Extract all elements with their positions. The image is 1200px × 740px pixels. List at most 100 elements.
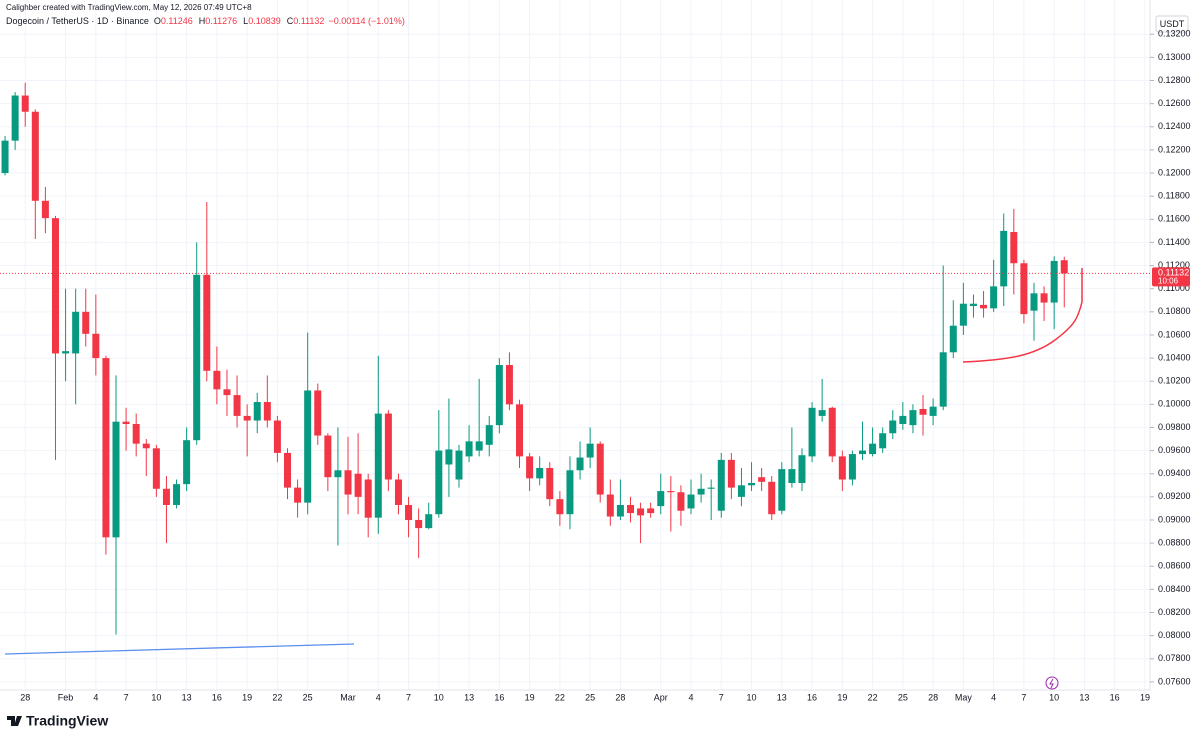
candle-body <box>183 440 191 485</box>
legend-change: −0.00114 (−1.01%) <box>328 16 404 26</box>
candle-body <box>748 482 756 486</box>
y-tick-label: 0.12800 <box>1158 75 1191 85</box>
x-tick-label: 28 <box>928 692 938 702</box>
candle-body <box>909 410 917 426</box>
x-tick-label: 4 <box>991 692 996 702</box>
candle-body <box>455 450 463 480</box>
candle-body <box>717 459 725 511</box>
candle-body <box>1020 263 1028 315</box>
candle-body <box>465 441 473 457</box>
y-tick-label: 0.09800 <box>1158 422 1191 432</box>
trend-line <box>4 643 355 655</box>
candle-body <box>697 488 705 495</box>
y-tick-label: 0.08600 <box>1158 561 1191 571</box>
x-tick-label: Mar <box>340 692 356 702</box>
y-tick-label: 0.11600 <box>1158 214 1190 224</box>
candle-body <box>82 311 90 334</box>
candle-body <box>405 504 413 520</box>
candle-body <box>818 410 826 416</box>
y-tick-label: 0.10600 <box>1158 329 1191 339</box>
candle-body <box>606 494 614 517</box>
x-tick-label: 10 <box>747 692 757 702</box>
x-tick-label: 19 <box>242 692 252 702</box>
candle-body <box>263 402 271 421</box>
candle-body <box>707 487 715 489</box>
x-tick-label: 7 <box>719 692 724 702</box>
legend-key: L <box>243 16 248 26</box>
candle-body <box>41 200 49 219</box>
candle-body <box>284 452 291 488</box>
candle-body <box>526 456 534 479</box>
x-tick-label: 4 <box>689 692 694 702</box>
y-tick-label: 0.13200 <box>1158 29 1191 39</box>
candle-body <box>495 365 503 426</box>
legend: Dogecoin / TetherUS · 1D · Binance O0.112… <box>6 16 405 26</box>
candle-body <box>243 415 251 421</box>
x-tick-label: 10 <box>434 692 444 702</box>
x-tick-label: 16 <box>1110 692 1120 702</box>
currency: USDT <box>1160 19 1185 29</box>
legend-value: 0.10839 <box>248 16 281 26</box>
y-tick-label: 0.11400 <box>1158 237 1190 247</box>
candle-body <box>203 274 211 371</box>
candle-body <box>294 487 302 503</box>
attribution: Calighber created with TradingView.com, … <box>6 3 252 12</box>
legend-key: O <box>154 16 161 26</box>
candle-body <box>616 504 624 517</box>
x-tick-label: 16 <box>494 692 504 702</box>
y-tick-label: 0.12200 <box>1158 144 1191 154</box>
x-tick-label: Feb <box>58 692 74 702</box>
candle-body <box>253 402 261 421</box>
candle-body <box>969 303 977 307</box>
legend-key: C <box>287 16 294 26</box>
candle-body <box>1 140 9 174</box>
candle-body <box>959 303 967 326</box>
candle-body <box>102 358 110 538</box>
brand: TradingView <box>26 713 108 729</box>
y-tick-label: 0.12000 <box>1158 167 1191 177</box>
candle-body <box>980 304 988 309</box>
candle-body <box>859 450 866 455</box>
y-tick-label: 0.11200 <box>1158 260 1190 270</box>
y-tick-label: 0.08200 <box>1158 607 1191 617</box>
candle-body <box>1040 293 1048 303</box>
x-tick-label: 10 <box>151 692 161 702</box>
candle-body <box>758 477 766 482</box>
candle-body <box>142 443 150 449</box>
candle-body <box>445 449 453 465</box>
candle-body <box>425 514 433 529</box>
candle-body <box>415 519 423 529</box>
legend-title: Dogecoin / TetherUS · 1D · Binance <box>6 16 149 26</box>
candle-body <box>536 467 544 479</box>
candle-body <box>637 508 645 516</box>
candle-body <box>1010 232 1018 264</box>
candle-body <box>354 473 362 497</box>
x-tick-label: 13 <box>464 692 474 702</box>
candle-body <box>132 424 140 444</box>
candle-body <box>1060 260 1068 274</box>
y-tick-label: 0.07800 <box>1158 653 1191 663</box>
candle-body <box>949 325 957 353</box>
candle-body <box>566 470 574 515</box>
candle-body <box>576 457 584 471</box>
y-tick-label: 0.11000 <box>1158 283 1190 293</box>
y-tick-label: 0.10800 <box>1158 306 1191 316</box>
candle-body <box>788 469 796 483</box>
x-tick-label: 16 <box>212 692 222 702</box>
candle-body <box>11 95 19 141</box>
x-tick-label: 7 <box>1021 692 1026 702</box>
x-tick-label: 22 <box>272 692 282 702</box>
candle-body <box>162 488 170 505</box>
candle-body <box>848 454 856 480</box>
x-tick-label: 4 <box>93 692 98 702</box>
x-tick-label: 25 <box>898 692 908 702</box>
x-tick-label: 13 <box>1079 692 1089 702</box>
brand-logo: TradingView <box>7 713 108 729</box>
candle-body <box>768 481 776 515</box>
y-tick-label: 0.09000 <box>1158 514 1191 524</box>
candle-body <box>364 479 372 518</box>
candle-body <box>92 333 100 359</box>
candle-body <box>304 390 312 503</box>
x-tick-label: 22 <box>868 692 878 702</box>
